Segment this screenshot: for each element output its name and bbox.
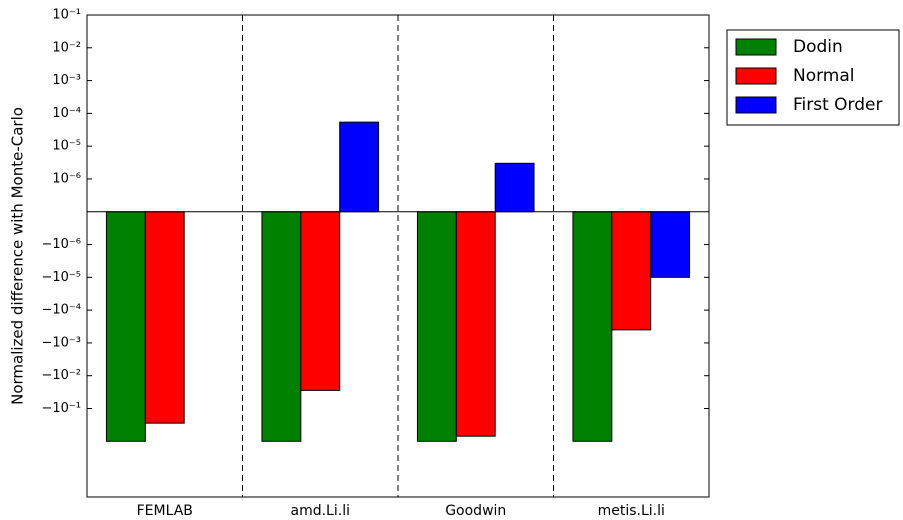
x-tick-label: Goodwin (445, 503, 506, 519)
y-axis-label: Normalized difference with Monte-Carlo (9, 107, 27, 405)
y-tick-label: −10⁻⁶ (41, 237, 81, 252)
y-tick-label: 10⁻⁶ (52, 171, 81, 186)
y-tick-label: 10⁻³ (52, 73, 81, 88)
x-tick-label: metis.Li.li (598, 503, 665, 519)
y-tick-label: −10⁻⁴ (41, 303, 81, 318)
bar (416, 211, 457, 442)
legend-swatch (735, 96, 777, 114)
legend-swatch (735, 67, 777, 85)
bar (339, 121, 380, 213)
bar (144, 211, 185, 424)
x-tick-label: amd.Li.li (291, 503, 350, 519)
y-tick-label: 10⁻² (52, 40, 81, 55)
bar (650, 211, 691, 278)
bar (494, 162, 535, 213)
y-tick-label: −10⁻¹ (41, 401, 81, 416)
y-tick-label: −10⁻² (41, 368, 81, 383)
y-tick-label: 10⁻⁴ (52, 106, 81, 121)
legend-swatch (735, 38, 777, 56)
bar (611, 211, 652, 331)
legend-label: Dodin (793, 37, 843, 57)
x-tick-label: FEMLAB (137, 503, 193, 519)
y-tick-label: 10⁻⁵ (52, 139, 81, 154)
bar (261, 211, 302, 442)
y-tick-label: −10⁻³ (41, 335, 81, 350)
bar (300, 211, 341, 391)
bar (455, 211, 496, 437)
y-tick-label: −10⁻⁵ (41, 270, 81, 285)
plot-frame (86, 14, 710, 498)
bar (572, 211, 613, 442)
bar (105, 211, 146, 442)
legend-label: First Order (793, 95, 883, 115)
legend-label: Normal (793, 66, 855, 86)
y-tick-label: 10⁻¹ (52, 8, 81, 23)
